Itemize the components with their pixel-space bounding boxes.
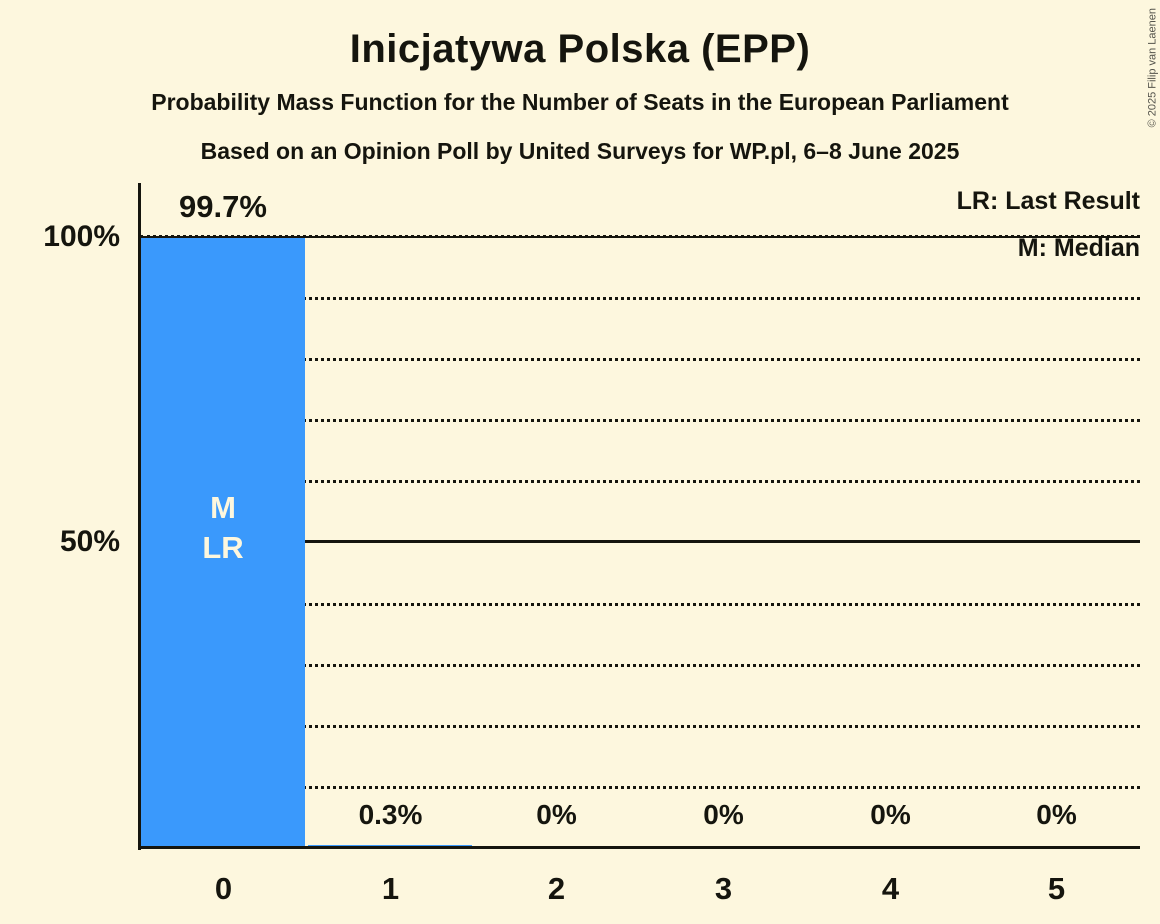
value-label-seat-2: 0%	[536, 799, 577, 830]
xtick-seat-2: 2	[547, 871, 566, 906]
median-marker: M	[210, 490, 236, 525]
gridline-10	[140, 786, 1140, 789]
value-label-seat-4: 0%	[870, 799, 911, 830]
copyright-notice: © 2025 Filip van Laenen	[1146, 8, 1158, 128]
gridline-80	[140, 358, 1140, 361]
bar-seat-0	[141, 237, 305, 847]
gridline-50	[140, 540, 1140, 543]
gridline-90	[140, 297, 1140, 300]
xtick-seat-3: 3	[714, 871, 733, 906]
gridline-30	[140, 664, 1140, 667]
legend-median: M: Median	[1017, 234, 1140, 262]
chart-subtitle-line2: Based on an Opinion Poll by United Surve…	[200, 138, 960, 164]
value-label-seat-3: 0%	[703, 799, 744, 830]
gridline-70	[140, 419, 1140, 422]
chart-subtitle-line1: Probability Mass Function for the Number…	[151, 89, 1009, 115]
ytick-50: 50%	[59, 525, 120, 558]
legend-last-result: LR: Last Result	[956, 187, 1140, 215]
last-result-marker: LR	[202, 530, 244, 565]
gridline-20	[140, 725, 1140, 728]
gridline-100	[140, 236, 1140, 238]
xtick-seat-4: 4	[881, 871, 900, 906]
value-label-seat-5: 0%	[1036, 799, 1077, 830]
value-label-seat-1: 0.3%	[358, 799, 423, 830]
xtick-seat-5: 5	[1047, 871, 1066, 906]
bar-annotation-median-lastresult: M LR	[141, 488, 305, 568]
xtick-seat-1: 1	[381, 871, 400, 906]
ytick-100: 100%	[43, 220, 120, 253]
value-label-seat-0: 99.7%	[179, 189, 267, 224]
gridline-40	[140, 603, 1140, 606]
y-axis-line	[138, 183, 141, 850]
gridline-60	[140, 480, 1140, 483]
x-axis-line	[138, 846, 1140, 849]
xtick-seat-0: 0	[214, 871, 233, 906]
chart-title: Inicjatywa Polska (EPP)	[349, 27, 811, 71]
